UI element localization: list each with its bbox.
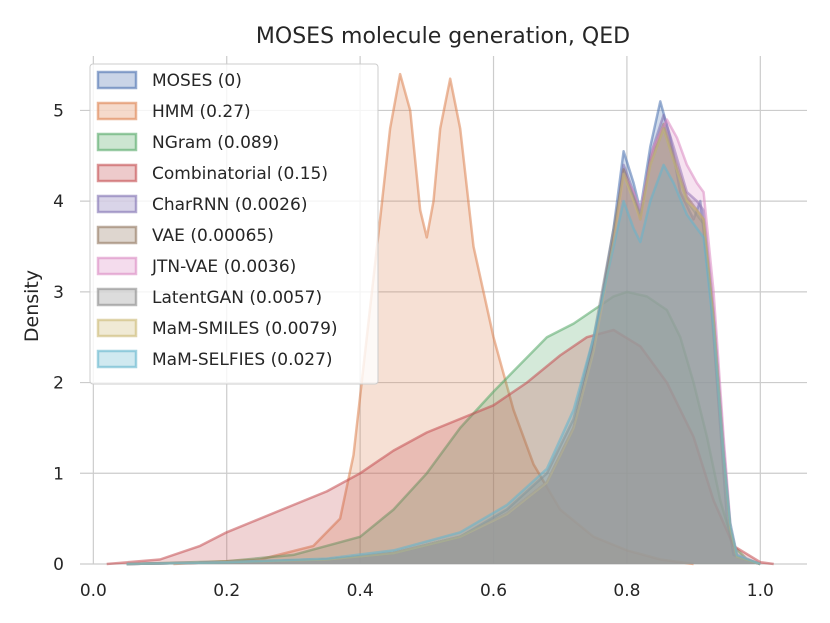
density-area — [126, 128, 761, 564]
legend-swatch — [96, 256, 138, 276]
y-tick-label: 0 — [53, 555, 64, 575]
y-tick-label: 5 — [53, 101, 64, 121]
x-tick-label: 0.0 — [80, 581, 107, 601]
density-line — [173, 72, 694, 566]
y-tick-label: 2 — [53, 374, 64, 394]
series-layer — [106, 72, 774, 566]
legend-swatch — [96, 70, 138, 90]
legend-label: LatentGAN (0.0057) — [152, 288, 322, 308]
legend-label: NGram (0.089) — [152, 133, 279, 153]
legend-swatch — [96, 194, 138, 214]
legend-swatch — [96, 101, 138, 121]
density-area — [126, 164, 761, 564]
legend-label: CharRNN (0.0026) — [152, 195, 307, 215]
density-area — [126, 101, 761, 565]
legend-label: VAE (0.00065) — [152, 226, 274, 246]
legend: MOSES (0) HMM (0.27) NGram (0.089) Combinat… — [89, 63, 379, 385]
legend-swatch — [96, 163, 138, 183]
y-tick-label: 1 — [53, 464, 64, 484]
y-tick-label: 3 — [53, 283, 64, 303]
legend-label: JTN-VAE (0.0036) — [151, 257, 296, 277]
density-area — [126, 115, 761, 564]
legend-label: MaM-SELFIES (0.027) — [152, 350, 333, 370]
chart-title: MOSES molecule generation, QED — [256, 24, 630, 49]
density-line — [126, 290, 761, 566]
density-line — [106, 328, 774, 566]
density-area — [106, 330, 774, 564]
legend-frame — [89, 63, 379, 385]
legend-items: MOSES (0) HMM (0.27) NGram (0.089) Combinat… — [96, 70, 338, 370]
density-area — [126, 124, 761, 564]
legend-label: HMM (0.27) — [152, 102, 251, 122]
x-tick-label: 0.8 — [613, 581, 640, 601]
plot-area: 0.0 0.2 0.4 0.6 0.8 1.0 0 1 2 3 4 5 — [53, 56, 807, 601]
x-tick-label: 1.0 — [747, 581, 774, 601]
legend-swatch — [96, 287, 138, 307]
y-tick-label: 4 — [53, 192, 64, 212]
legend-label: MOSES (0) — [152, 71, 242, 91]
legend-label: MaM-SMILES (0.0079) — [152, 319, 338, 339]
density-area — [126, 291, 761, 564]
tick-layer: 0.0 0.2 0.4 0.6 0.8 1.0 0 1 2 3 4 5 — [53, 101, 774, 601]
legend-swatch — [96, 318, 138, 338]
x-tick-label: 0.4 — [347, 581, 374, 601]
legend-label: Combinatorial (0.15) — [152, 164, 328, 184]
y-axis-label: Density — [21, 270, 43, 342]
legend-swatch — [96, 349, 138, 369]
x-tick-label: 0.2 — [213, 581, 240, 601]
x-tick-label: 0.6 — [480, 581, 507, 601]
density-area — [126, 128, 761, 564]
legend-swatch — [96, 132, 138, 152]
density-area — [126, 119, 761, 564]
density-area — [173, 74, 694, 564]
density-line — [126, 163, 761, 566]
legend-swatch — [96, 225, 138, 245]
